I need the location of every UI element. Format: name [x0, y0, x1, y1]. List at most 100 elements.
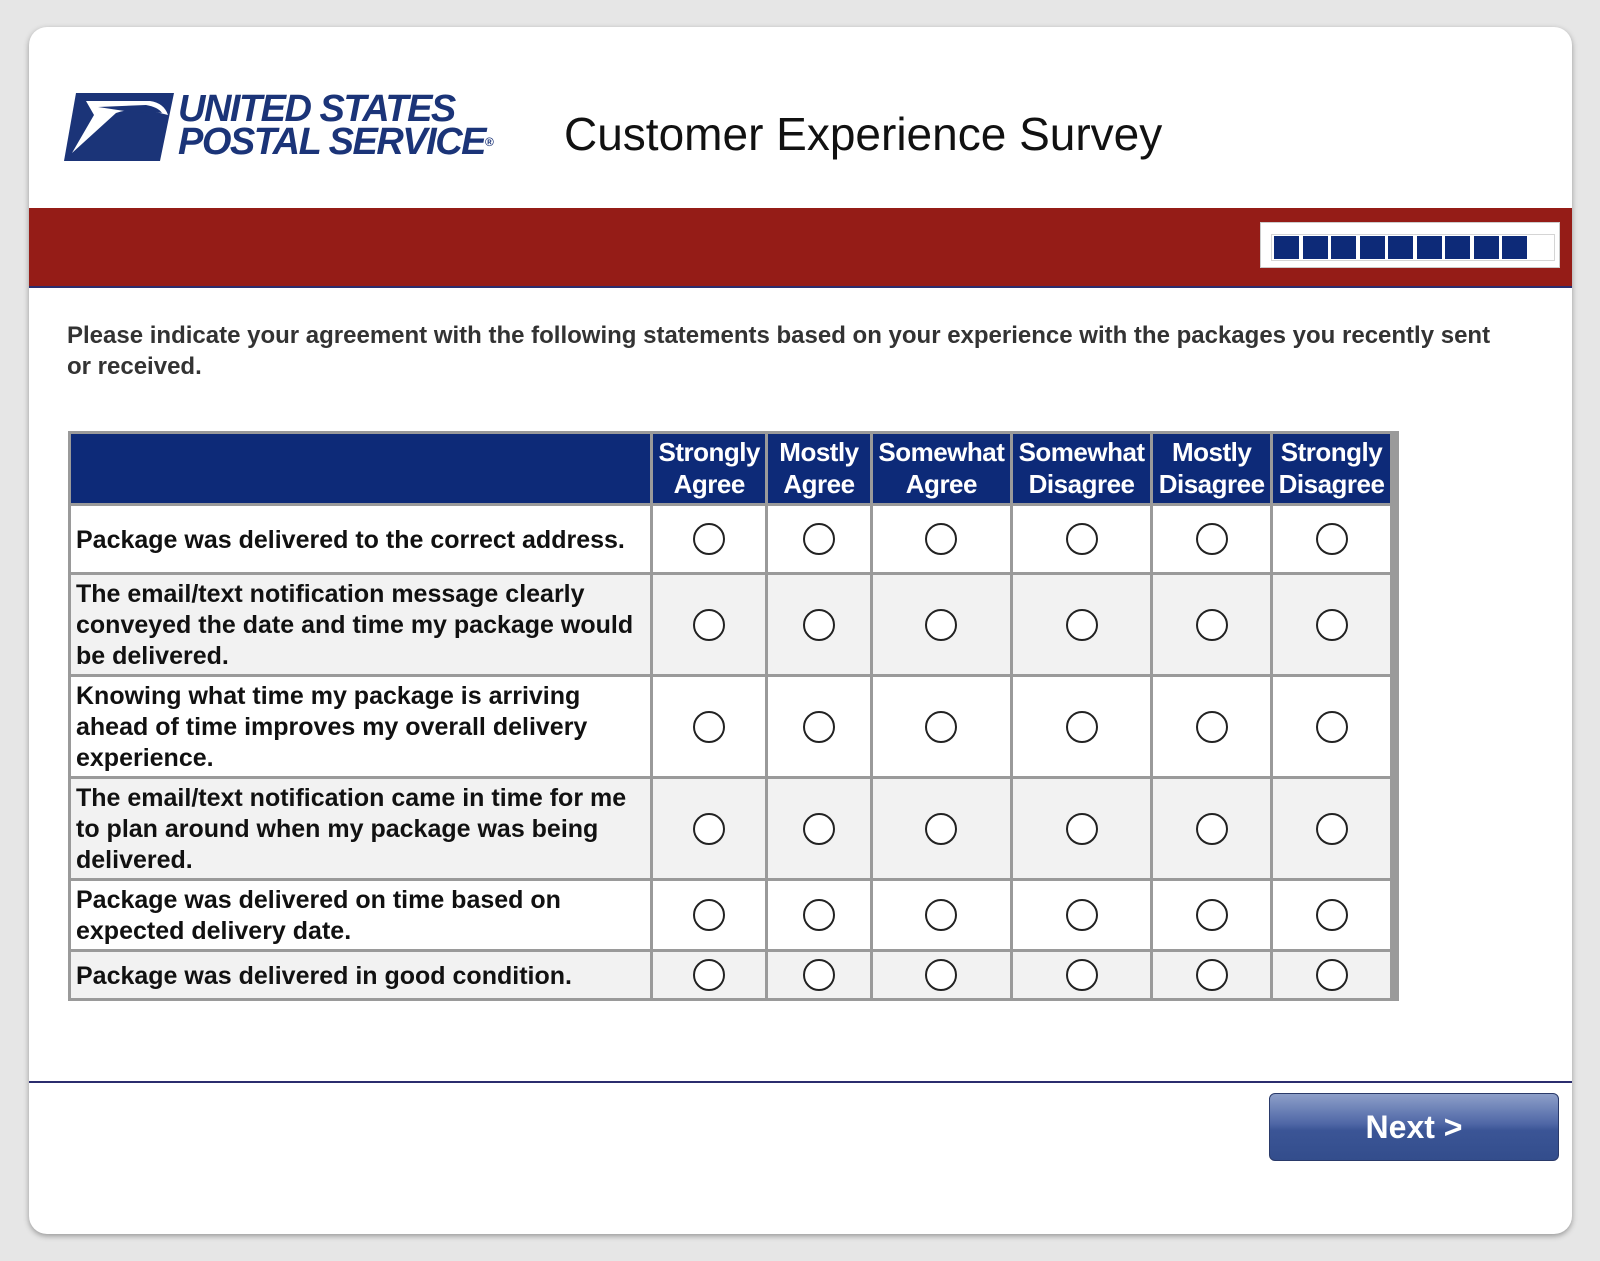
progress-track — [1271, 234, 1555, 261]
rating-cell[interactable] — [1012, 677, 1151, 776]
rating-cell[interactable] — [1012, 779, 1151, 878]
radio-unchecked-icon[interactable] — [925, 523, 958, 556]
next-button[interactable]: Next > — [1269, 1093, 1559, 1161]
logo-line-2: POSTAL SERVICE — [178, 121, 487, 163]
rating-cell[interactable] — [1153, 506, 1271, 572]
rating-cell[interactable] — [872, 677, 1010, 776]
rating-cell[interactable] — [1273, 779, 1390, 878]
radio-unchecked-icon[interactable] — [693, 812, 726, 845]
column-header: Strongly Disagree — [1273, 434, 1390, 503]
rating-cell[interactable] — [1273, 677, 1390, 776]
radio-unchecked-icon[interactable] — [1065, 959, 1098, 992]
radio-unchecked-icon[interactable] — [925, 899, 958, 932]
radio-unchecked-icon[interactable] — [1315, 710, 1348, 743]
column-header-line-2: Agree — [783, 469, 855, 499]
rating-cell[interactable] — [653, 952, 766, 998]
radio-unchecked-icon[interactable] — [1315, 812, 1348, 845]
rating-cell[interactable] — [653, 677, 766, 776]
rating-cell[interactable] — [1153, 881, 1271, 949]
rating-cell[interactable] — [1273, 575, 1390, 674]
statement-text: Package was delivered on time based on e… — [71, 881, 651, 949]
rating-cell[interactable] — [1012, 506, 1151, 572]
radio-unchecked-icon[interactable] — [1195, 710, 1228, 743]
column-header-line-2: Disagree — [1028, 469, 1135, 499]
column-header: Somewhat Disagree — [1012, 434, 1151, 503]
radio-unchecked-icon[interactable] — [1195, 899, 1228, 932]
rating-cell[interactable] — [768, 506, 870, 572]
progress-segment — [1473, 236, 1499, 259]
radio-unchecked-icon[interactable] — [925, 959, 958, 992]
rating-cell[interactable] — [768, 881, 870, 949]
statement-row: Package was delivered in good condition. — [71, 952, 1390, 998]
rating-cell[interactable] — [1012, 575, 1151, 674]
rating-cell[interactable] — [1012, 881, 1151, 949]
rating-cell[interactable] — [872, 779, 1010, 878]
progress-segment — [1302, 236, 1328, 259]
radio-unchecked-icon[interactable] — [1065, 899, 1098, 932]
statement-row: Knowing what time my package is arriving… — [71, 677, 1390, 776]
radio-unchecked-icon[interactable] — [1315, 959, 1348, 992]
progress-segment — [1331, 236, 1356, 259]
radio-unchecked-icon[interactable] — [693, 523, 726, 556]
radio-unchecked-icon[interactable] — [925, 812, 958, 845]
progress-indicator — [1260, 222, 1560, 268]
rating-cell[interactable] — [653, 881, 766, 949]
column-header-line-1: Strongly — [658, 437, 761, 467]
radio-unchecked-icon[interactable] — [925, 608, 958, 641]
rating-cell[interactable] — [1273, 952, 1390, 998]
header-band — [29, 208, 1572, 288]
rating-cell[interactable] — [872, 575, 1010, 674]
rating-cell[interactable] — [768, 779, 870, 878]
radio-unchecked-icon[interactable] — [1065, 710, 1098, 743]
radio-unchecked-icon[interactable] — [1065, 523, 1098, 556]
rating-grid: Strongly Agree Mostly Agree Somewhat Agree Som… — [68, 431, 1399, 1001]
radio-unchecked-icon[interactable] — [802, 710, 835, 743]
radio-unchecked-icon[interactable] — [1315, 899, 1348, 932]
radio-unchecked-icon[interactable] — [802, 899, 835, 932]
statement-text: The email/text notification message clea… — [71, 575, 651, 674]
eagle-logo-icon — [64, 93, 174, 161]
radio-unchecked-icon[interactable] — [693, 959, 726, 992]
column-header-line-1: Mostly — [1171, 437, 1252, 467]
rating-cell[interactable] — [1012, 952, 1151, 998]
rating-cell[interactable] — [768, 677, 870, 776]
radio-unchecked-icon[interactable] — [802, 608, 835, 641]
rating-cell[interactable] — [872, 952, 1010, 998]
rating-cell[interactable] — [768, 575, 870, 674]
radio-unchecked-icon[interactable] — [1195, 608, 1228, 641]
rating-cell[interactable] — [1153, 677, 1271, 776]
radio-unchecked-icon[interactable] — [1315, 523, 1348, 556]
column-header-line-1: Strongly — [1280, 437, 1383, 467]
radio-unchecked-icon[interactable] — [1065, 608, 1098, 641]
rating-cell[interactable] — [653, 506, 766, 572]
radio-unchecked-icon[interactable] — [1315, 608, 1348, 641]
rating-cell[interactable] — [1153, 952, 1271, 998]
radio-unchecked-icon[interactable] — [1195, 523, 1228, 556]
rating-cell[interactable] — [1273, 881, 1390, 949]
statement-row: Package was delivered on time based on e… — [71, 881, 1390, 949]
radio-unchecked-icon[interactable] — [925, 710, 958, 743]
rating-cell[interactable] — [1153, 575, 1271, 674]
radio-unchecked-icon[interactable] — [693, 710, 726, 743]
radio-unchecked-icon[interactable] — [802, 523, 835, 556]
statement-text: Package was delivered to the correct add… — [71, 506, 651, 572]
radio-unchecked-icon[interactable] — [802, 812, 835, 845]
statement-row: Package was delivered to the correct add… — [71, 506, 1390, 572]
radio-unchecked-icon[interactable] — [802, 959, 835, 992]
rating-cell[interactable] — [872, 506, 1010, 572]
radio-unchecked-icon[interactable] — [1195, 812, 1228, 845]
radio-unchecked-icon[interactable] — [693, 608, 726, 641]
rating-cell[interactable] — [872, 881, 1010, 949]
radio-unchecked-icon[interactable] — [1195, 959, 1228, 992]
rating-cell[interactable] — [653, 779, 766, 878]
rating-cell[interactable] — [1153, 779, 1271, 878]
radio-unchecked-icon[interactable] — [1065, 812, 1098, 845]
footer-divider — [29, 1081, 1572, 1083]
rating-cell[interactable] — [1273, 506, 1390, 572]
statement-header-blank — [71, 434, 651, 503]
radio-unchecked-icon[interactable] — [693, 899, 726, 932]
page-header: UNITED STATES POSTAL SERVICE® Customer E… — [29, 27, 1572, 207]
rating-cell[interactable] — [768, 952, 870, 998]
column-header-line-1: Somewhat — [1018, 437, 1146, 467]
rating-cell[interactable] — [653, 575, 766, 674]
